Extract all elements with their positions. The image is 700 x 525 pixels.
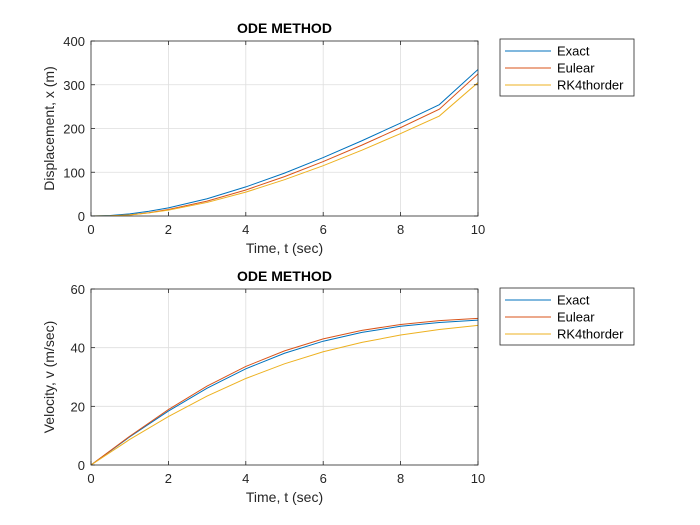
legend-label-exact: Exact <box>557 293 590 308</box>
y-tick-label: 400 <box>63 34 85 49</box>
x-tick-label: 8 <box>397 471 404 486</box>
y-tick-label: 100 <box>63 165 85 180</box>
x-tick-label: 6 <box>320 471 327 486</box>
series-line-exact <box>91 69 478 216</box>
legend: Exact Eulear RK4thorder <box>499 287 635 346</box>
chart-panel-2: 0 2 4 6 8 10 0 20 40 60 ODE METHOD Time, t (sec) Vel… <box>41 268 635 505</box>
chart-title: ODE METHOD <box>237 20 332 36</box>
x-tick-label: 0 <box>87 471 94 486</box>
legend-label-eulear: Eulear <box>557 310 595 325</box>
y-tick-label: 0 <box>78 458 85 473</box>
axes-box <box>90 288 479 466</box>
series-line-exact <box>91 319 478 465</box>
y-tick-label: 60 <box>71 282 85 297</box>
legend-label-eulear: Eulear <box>557 61 595 76</box>
x-tick-label: 2 <box>165 222 172 237</box>
x-tick-label: 4 <box>242 222 249 237</box>
x-tick-label: 4 <box>242 471 249 486</box>
x-tick-label: 2 <box>165 471 172 486</box>
y-tick-label: 200 <box>63 122 85 137</box>
y-axis-label: Displacement, x (m) <box>41 66 57 190</box>
x-axis-label: Time, t (sec) <box>246 489 323 505</box>
x-tick-label: 8 <box>397 222 404 237</box>
x-tick-label: 6 <box>320 222 327 237</box>
legend-label-exact: Exact <box>557 44 590 59</box>
chart-title: ODE METHOD <box>237 268 332 284</box>
x-tick-label: 10 <box>471 222 485 237</box>
plot-area <box>91 289 478 465</box>
x-axis-label: Time, t (sec) <box>246 240 323 256</box>
series-line-rk4thorder <box>91 82 478 216</box>
legend-label-rk4thorder: RK4thorder <box>557 78 624 93</box>
x-tick-label: 0 <box>87 222 94 237</box>
legend-label-rk4thorder: RK4thorder <box>557 327 624 342</box>
series-line-rk4thorder <box>91 324 478 465</box>
y-axis-label: Velocity, v (m/sec) <box>41 321 57 434</box>
y-tick-label: 0 <box>78 209 85 224</box>
y-tick-label: 40 <box>71 341 85 356</box>
series-line-eulear <box>91 317 478 465</box>
y-tick-label: 300 <box>63 78 85 93</box>
x-tick-label: 10 <box>471 471 485 486</box>
legend: Exact Eulear RK4thorder <box>499 38 635 97</box>
y-tick-label: 20 <box>71 399 85 414</box>
